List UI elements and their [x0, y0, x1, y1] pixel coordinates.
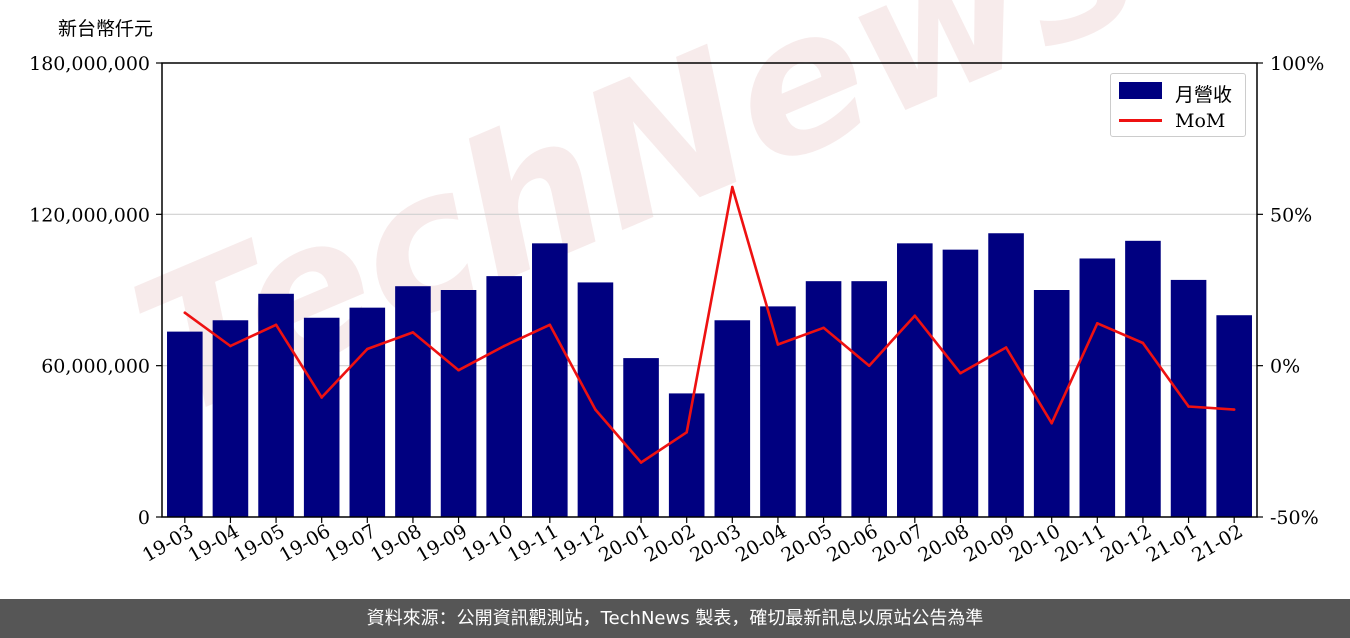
x-tick-label: 19-10 [458, 520, 516, 566]
revenue-bar [303, 317, 340, 517]
mom-point [959, 371, 962, 375]
left-tick-label: 60,000,000 [41, 356, 150, 378]
x-tick-label: 19-11 [504, 520, 562, 566]
x-tick-label: 20-12 [1097, 520, 1155, 566]
legend-label-revenue: 月營收 [1175, 84, 1233, 106]
x-tick-label: 19-08 [367, 520, 425, 566]
revenue-bar [1079, 258, 1116, 517]
right-tick-label: -50% [1270, 507, 1319, 529]
revenue-bar [805, 281, 842, 517]
x-tick-label: 20-07 [869, 520, 927, 566]
mom-point [776, 343, 780, 346]
x-tick-label: 20-02 [641, 520, 699, 566]
x-tick-label: 19-12 [549, 520, 607, 566]
legend-item-mom: MoM [1111, 106, 1245, 136]
revenue-bar [714, 320, 751, 517]
revenue-bar [897, 243, 933, 518]
mom-line [184, 185, 1235, 464]
revenue-bar [942, 249, 979, 517]
mom-point [913, 314, 917, 318]
mom-point [1050, 421, 1053, 425]
mom-point [1004, 346, 1008, 349]
mom-point [685, 430, 688, 434]
mom-point [1141, 341, 1145, 345]
mom-point [274, 323, 278, 327]
x-tick-label: 19-05 [230, 520, 288, 566]
source-footer: 資料來源：公開資訊觀測站，TechNews 製表，確切最新訊息以原站公告為準 [0, 599, 1350, 638]
unit-label: 新台幣仟元 [58, 18, 154, 40]
revenue-bar [1125, 240, 1161, 518]
x-tick-label: 20-03 [686, 520, 744, 566]
revenue-bar [577, 282, 614, 517]
x-tick-label: 20-09 [960, 520, 1018, 566]
x-tick-label: 20-01 [595, 520, 653, 566]
mom-point [548, 323, 552, 327]
mom-point [457, 368, 460, 372]
left-axis: 0 60,000,000 120,000,000 180,000,000 [29, 53, 162, 529]
mom-point [366, 347, 369, 351]
legend-label-mom: MoM [1175, 110, 1226, 132]
left-tick-label: 180,000,000 [29, 53, 150, 75]
plot-frame [161, 62, 1258, 518]
revenue-bar [395, 286, 431, 517]
x-tick-label: 21-02 [1188, 520, 1246, 566]
revenue-bar [668, 393, 705, 517]
legend-bar-swatch [1119, 82, 1162, 99]
revenue-bar [988, 233, 1024, 517]
revenue-bar [623, 358, 659, 517]
x-tick-label: 20-08 [914, 520, 972, 566]
mom-point [320, 396, 323, 399]
revenue-bar [212, 320, 249, 517]
right-tick-label: 100% [1270, 53, 1324, 75]
x-tick-label: 19-09 [413, 520, 471, 566]
left-tick-label: 0 [138, 507, 150, 529]
right-tick-label: 0% [1270, 356, 1300, 378]
mom-point [411, 331, 415, 334]
x-tick-label: 20-06 [823, 520, 881, 566]
chart: TechNews 060,000,000120,000,000180,000,0… [29, 0, 1324, 567]
x-tick-label: 20-11 [1051, 520, 1109, 566]
mom-point [1096, 321, 1099, 325]
revenue-bar [851, 281, 887, 517]
revenue-bar [440, 290, 477, 517]
mom-point [867, 364, 871, 367]
x-tick-label: 20-10 [1006, 520, 1064, 566]
revenue-bar [760, 306, 796, 517]
mom-point [229, 344, 232, 348]
revenue-bar [167, 331, 203, 517]
mom-point [1232, 408, 1236, 411]
legend-item-revenue: 月營收 [1111, 76, 1245, 106]
revenue-bar [349, 307, 386, 517]
right-tick-label: 50% [1270, 204, 1312, 226]
grid-lines [162, 213, 1257, 367]
x-tick-label: 20-04 [732, 520, 790, 566]
mom-point [639, 461, 643, 464]
x-axis: 19-0319-0419-0519-0619-0719-0819-0919-10… [139, 517, 1247, 567]
left-tick-label: 120,000,000 [29, 204, 150, 226]
x-tick-label: 19-06 [276, 520, 334, 566]
x-tick-label: 19-04 [184, 520, 242, 566]
mom-point [822, 326, 825, 330]
mom-line-series [183, 185, 1236, 464]
mom-point [502, 344, 506, 348]
right-axis: -50% 0% 50% 100% [1257, 53, 1324, 529]
mom-point [1187, 405, 1190, 408]
x-tick-label: 20-05 [778, 520, 836, 566]
mom-point [731, 185, 734, 189]
x-tick-label: 19-07 [321, 520, 379, 566]
mom-point [183, 311, 187, 315]
revenue-bar [258, 293, 294, 517]
revenue-bar [1216, 315, 1252, 517]
mom-point [594, 408, 597, 411]
x-tick-label: 21-01 [1143, 520, 1201, 566]
legend: 月營收 MoM [1110, 73, 1246, 137]
revenue-bar [1170, 279, 1207, 517]
revenue-bar [532, 243, 568, 518]
revenue-bar [486, 276, 522, 517]
legend-line-swatch [1119, 119, 1162, 122]
